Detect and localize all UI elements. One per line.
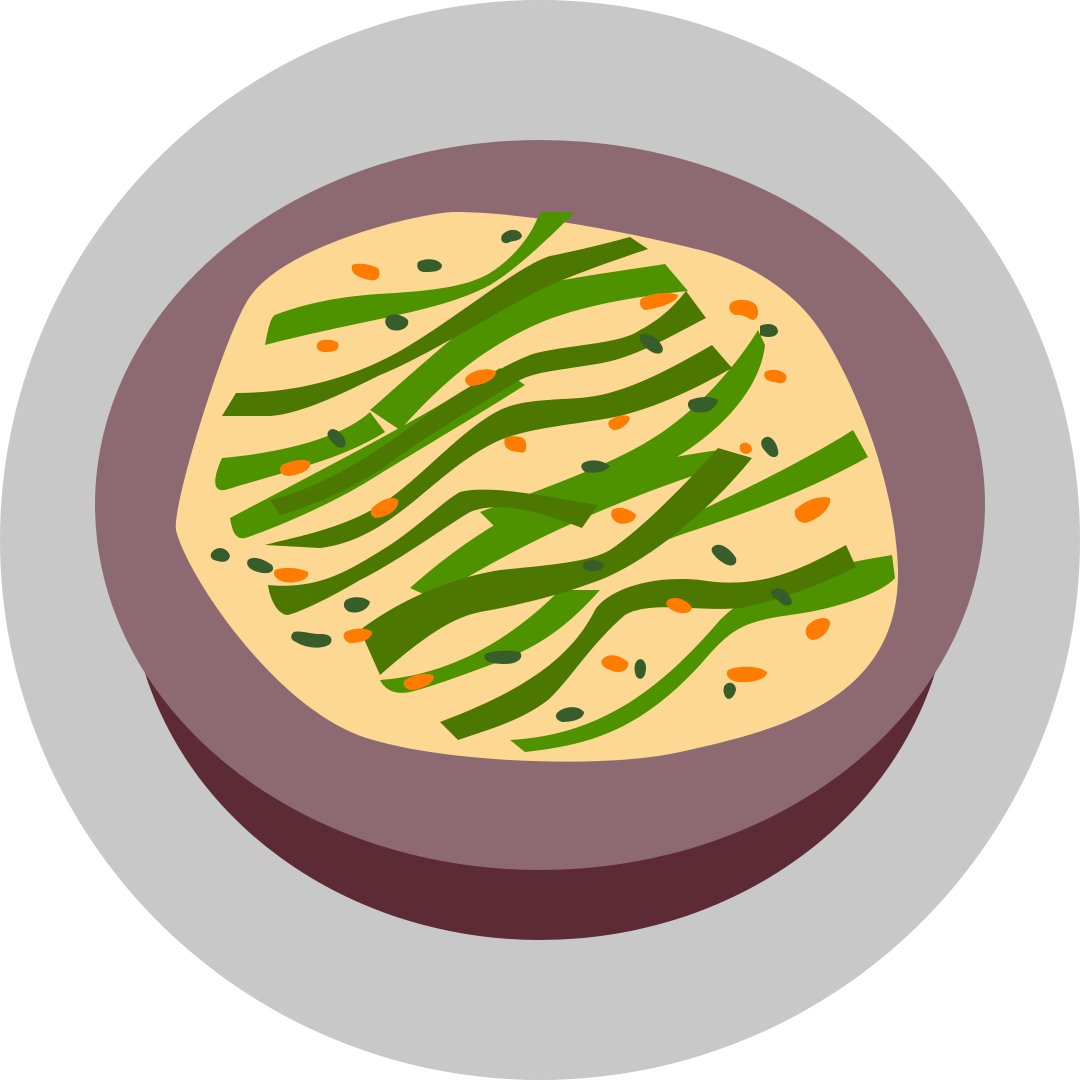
illustration-stage — [0, 0, 1080, 1080]
green-bean-dish-icon — [0, 0, 1080, 1080]
